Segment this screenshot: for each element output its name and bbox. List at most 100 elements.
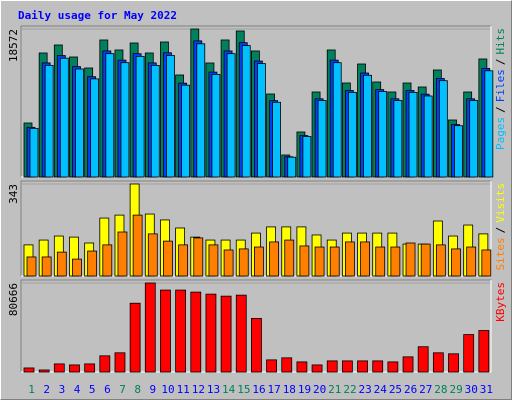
bar — [314, 246, 325, 277]
bar — [478, 330, 490, 373]
bar — [135, 55, 145, 178]
bar — [193, 237, 204, 277]
bar — [196, 43, 206, 178]
bar — [87, 250, 98, 277]
x-tick-label: 31 — [480, 383, 493, 396]
bar — [257, 63, 266, 178]
bar — [344, 241, 355, 277]
x-tick-label: 7 — [119, 383, 126, 396]
bar — [59, 57, 69, 178]
bar — [329, 246, 340, 277]
bar — [53, 363, 65, 373]
bar — [44, 64, 54, 178]
bar — [150, 64, 160, 178]
bar — [408, 91, 418, 178]
bar — [251, 317, 262, 373]
bar — [69, 364, 80, 373]
bar — [269, 241, 279, 277]
x-tick-label: 5 — [89, 383, 96, 396]
bar — [117, 231, 128, 277]
bar — [147, 233, 158, 277]
bar — [23, 367, 35, 373]
x-tick-label: 27 — [419, 383, 432, 396]
bar — [160, 289, 171, 373]
bar — [220, 295, 232, 373]
bar — [466, 246, 477, 277]
bar — [402, 356, 414, 373]
bar — [435, 244, 446, 277]
x-tick-label: 19 — [298, 383, 311, 396]
y-tick-label: 343 — [7, 184, 20, 204]
bar — [166, 55, 175, 178]
bar — [484, 70, 494, 178]
bar — [226, 53, 236, 178]
bar — [341, 360, 353, 373]
bar — [372, 360, 384, 373]
legend-entry: Files — [494, 69, 507, 102]
bar — [454, 125, 463, 178]
bar — [29, 127, 39, 178]
bar — [241, 45, 251, 178]
y-tick-label: 18572 — [7, 29, 20, 62]
bar — [26, 256, 37, 277]
x-tick-label: 17 — [268, 383, 281, 396]
bar — [208, 244, 219, 277]
bar — [175, 289, 187, 373]
bar — [105, 53, 115, 178]
x-tick-label: 24 — [374, 383, 388, 396]
legend-entry: Visits — [494, 183, 507, 223]
legend-entry: Pages — [494, 117, 507, 150]
bar — [332, 62, 342, 178]
bar — [417, 346, 429, 373]
bar — [378, 91, 388, 178]
x-tick-label: 10 — [161, 383, 174, 396]
bar — [363, 74, 372, 178]
bar — [481, 249, 492, 277]
legend: Sites / Visits — [494, 183, 507, 271]
x-tick-label: 28 — [434, 383, 447, 396]
bar — [317, 100, 327, 178]
bar — [272, 101, 281, 178]
x-tick-label: 16 — [252, 383, 265, 396]
bar — [178, 244, 189, 277]
legend-separator: / — [494, 59, 507, 66]
x-tick-label: 30 — [465, 383, 478, 396]
legend: KBytes — [494, 282, 507, 322]
x-tick-label: 20 — [313, 383, 326, 396]
bar — [163, 240, 173, 277]
bar — [287, 156, 297, 178]
bar — [387, 361, 399, 373]
bar — [451, 248, 461, 277]
x-tick-label: 11 — [177, 383, 190, 396]
x-tick-label: 1 — [28, 383, 35, 396]
x-tick-label: 15 — [237, 383, 250, 396]
bar — [211, 73, 221, 178]
legend: Pages / Files / Hits — [494, 28, 507, 150]
bar — [38, 369, 50, 373]
x-tick-label: 25 — [389, 383, 402, 396]
bar — [360, 241, 370, 277]
x-tick-label: 21 — [328, 383, 341, 396]
chart-title: Daily usage for May 2022 — [18, 9, 177, 22]
legend-separator: / — [494, 227, 507, 234]
bar — [75, 68, 84, 178]
bar — [205, 293, 217, 373]
bar — [281, 357, 293, 373]
bar — [235, 294, 247, 373]
x-tick-label: 14 — [222, 383, 236, 396]
x-tick-label: 3 — [59, 383, 66, 396]
x-tick-label: 22 — [343, 383, 356, 396]
bar — [99, 355, 111, 373]
bar — [420, 243, 431, 277]
x-tick-label: 6 — [104, 383, 111, 396]
legend-entry: KBytes — [494, 282, 507, 322]
x-tick-label: 13 — [207, 383, 220, 396]
bar — [129, 302, 141, 373]
bar — [144, 282, 156, 373]
x-tick-label: 8 — [134, 383, 141, 396]
bar — [448, 353, 459, 373]
bar — [463, 334, 475, 373]
bar — [375, 246, 386, 277]
bar — [41, 256, 52, 277]
x-tick-label: 12 — [192, 383, 205, 396]
